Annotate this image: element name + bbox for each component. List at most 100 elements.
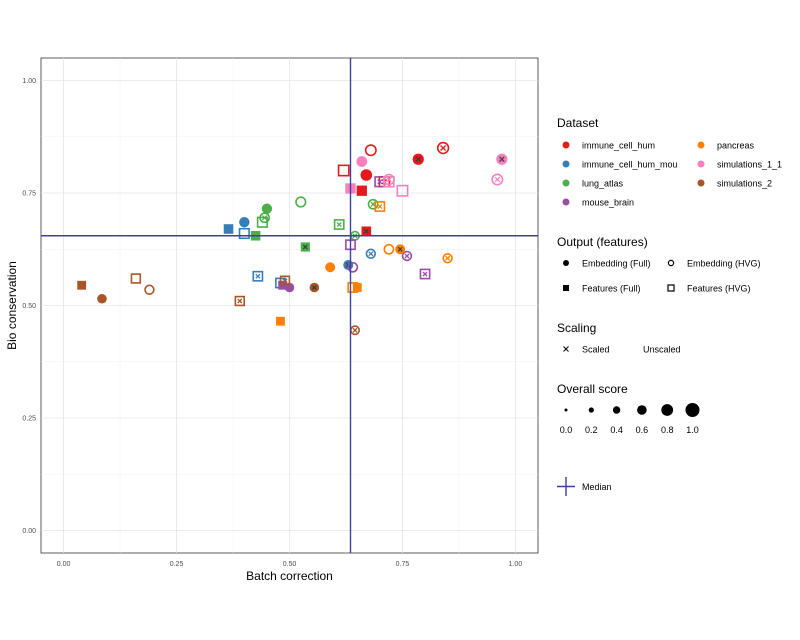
data-point-shape <box>365 248 377 259</box>
legend-output-symbol <box>667 259 675 267</box>
data-point-shape <box>436 141 450 155</box>
data-point-shape <box>356 185 367 196</box>
data-point <box>356 185 367 196</box>
legend-output-symbol <box>563 260 569 266</box>
data-point-shape <box>295 196 307 208</box>
legend-score-dot <box>588 407 594 413</box>
data-point-shape <box>383 243 395 255</box>
data-point-cross <box>352 327 358 333</box>
legend-dataset-swatch <box>697 141 705 149</box>
data-point-shape <box>239 217 250 228</box>
data-point <box>279 275 291 286</box>
data-point-cross <box>377 179 383 185</box>
y-tick-label: 1.00 <box>22 78 36 85</box>
legend-dataset-label: immune_cell_hum_mou <box>582 160 678 170</box>
legend-output-title: Output (features) <box>557 235 648 249</box>
data-point-cross <box>397 246 403 252</box>
data-points <box>77 141 508 336</box>
data-point-shape <box>491 173 504 186</box>
data-point <box>238 227 250 240</box>
legend-datasets: immune_cell_hum immune_cell_hum_mou lung_a… <box>562 141 782 208</box>
legend-score-label: 0.2 <box>585 425 598 435</box>
data-point <box>496 153 508 165</box>
x-tick-label: 0.75 <box>396 561 410 568</box>
data-point-shape <box>360 169 373 181</box>
data-point-shape <box>223 224 234 234</box>
grid-lines <box>41 58 538 553</box>
data-point-cross <box>282 278 288 284</box>
legend-output-label: Embedding (HVG) <box>687 259 761 269</box>
data-point-cross <box>445 255 451 261</box>
data-point-cross <box>368 251 374 257</box>
data-point <box>144 284 155 295</box>
data-point <box>395 244 406 255</box>
legend-score-dot <box>564 408 568 412</box>
data-point-cross <box>255 273 261 279</box>
legend-dataset-swatch <box>697 160 705 168</box>
data-point <box>300 242 310 252</box>
legend-score-dot <box>612 406 621 414</box>
data-point-shape <box>356 156 368 167</box>
data-point-cross <box>237 298 243 304</box>
data-point-shape <box>396 184 409 197</box>
legend-scaled-cross <box>563 346 569 352</box>
data-point <box>352 283 362 292</box>
data-point <box>261 203 273 214</box>
data-point-cross <box>386 176 392 183</box>
data-point-cross <box>377 203 383 210</box>
data-point-cross <box>422 271 428 277</box>
data-point <box>356 156 368 167</box>
data-point-cross <box>415 156 422 163</box>
legend-scaling: Scaled Unscaled <box>563 345 681 355</box>
legend: Dataset immune_cell_hum immune_cell_hum_m… <box>557 116 782 496</box>
data-point <box>276 316 285 326</box>
data-point-shape <box>401 250 413 262</box>
y-tick-label: 0.50 <box>22 303 36 310</box>
data-point <box>252 270 264 282</box>
data-point-cross <box>363 228 369 234</box>
data-point-shape <box>77 280 87 290</box>
legend-output-label: Features (HVG) <box>687 284 751 294</box>
legend-dataset-swatch <box>697 179 705 187</box>
legend-scaling-label: Unscaled <box>643 345 681 355</box>
legend-median: Median <box>557 477 612 496</box>
data-point-shape <box>419 268 431 280</box>
legend-dataset-label: mouse_brain <box>582 198 634 208</box>
data-point-shape <box>256 216 268 228</box>
x-tick-label: 0.00 <box>57 561 71 568</box>
legend-dataset-label: pancreas <box>717 141 755 151</box>
x-axis-title: Batch correction <box>246 569 333 583</box>
legend-score-dot <box>661 404 674 416</box>
data-point <box>401 250 413 262</box>
legend-output-label: Embedding (Full) <box>582 259 651 269</box>
legend-dataset-label: immune_cell_hum <box>582 141 655 151</box>
data-point <box>97 293 107 304</box>
legend-score-label: 1.0 <box>686 425 699 435</box>
data-point <box>223 224 234 234</box>
data-point-shape <box>144 284 155 295</box>
data-point-shape <box>352 283 362 292</box>
legend-score-dot <box>685 403 700 417</box>
data-point-cross <box>494 176 501 183</box>
data-point-shape <box>367 198 379 210</box>
data-point-shape <box>279 275 291 286</box>
data-point <box>333 219 345 230</box>
data-point <box>396 184 409 197</box>
legend-score-label: 0.0 <box>560 425 573 435</box>
legend-scaling-title: Scaling <box>557 321 596 335</box>
data-point-cross <box>311 284 317 291</box>
y-tick-label: 0.75 <box>22 191 36 198</box>
legend-dataset-swatch <box>562 160 570 168</box>
data-point-shape <box>261 203 273 214</box>
data-point-shape <box>325 262 336 273</box>
data-point <box>412 153 424 165</box>
data-point-shape <box>276 316 285 326</box>
data-point <box>364 144 377 157</box>
x-tick-label: 1.00 <box>509 561 523 568</box>
data-point-shape <box>337 164 350 177</box>
y-tick-label: 0.00 <box>22 528 36 535</box>
data-point <box>491 173 504 186</box>
legend-score-label: 0.6 <box>636 425 649 435</box>
data-point-shape <box>238 227 250 240</box>
